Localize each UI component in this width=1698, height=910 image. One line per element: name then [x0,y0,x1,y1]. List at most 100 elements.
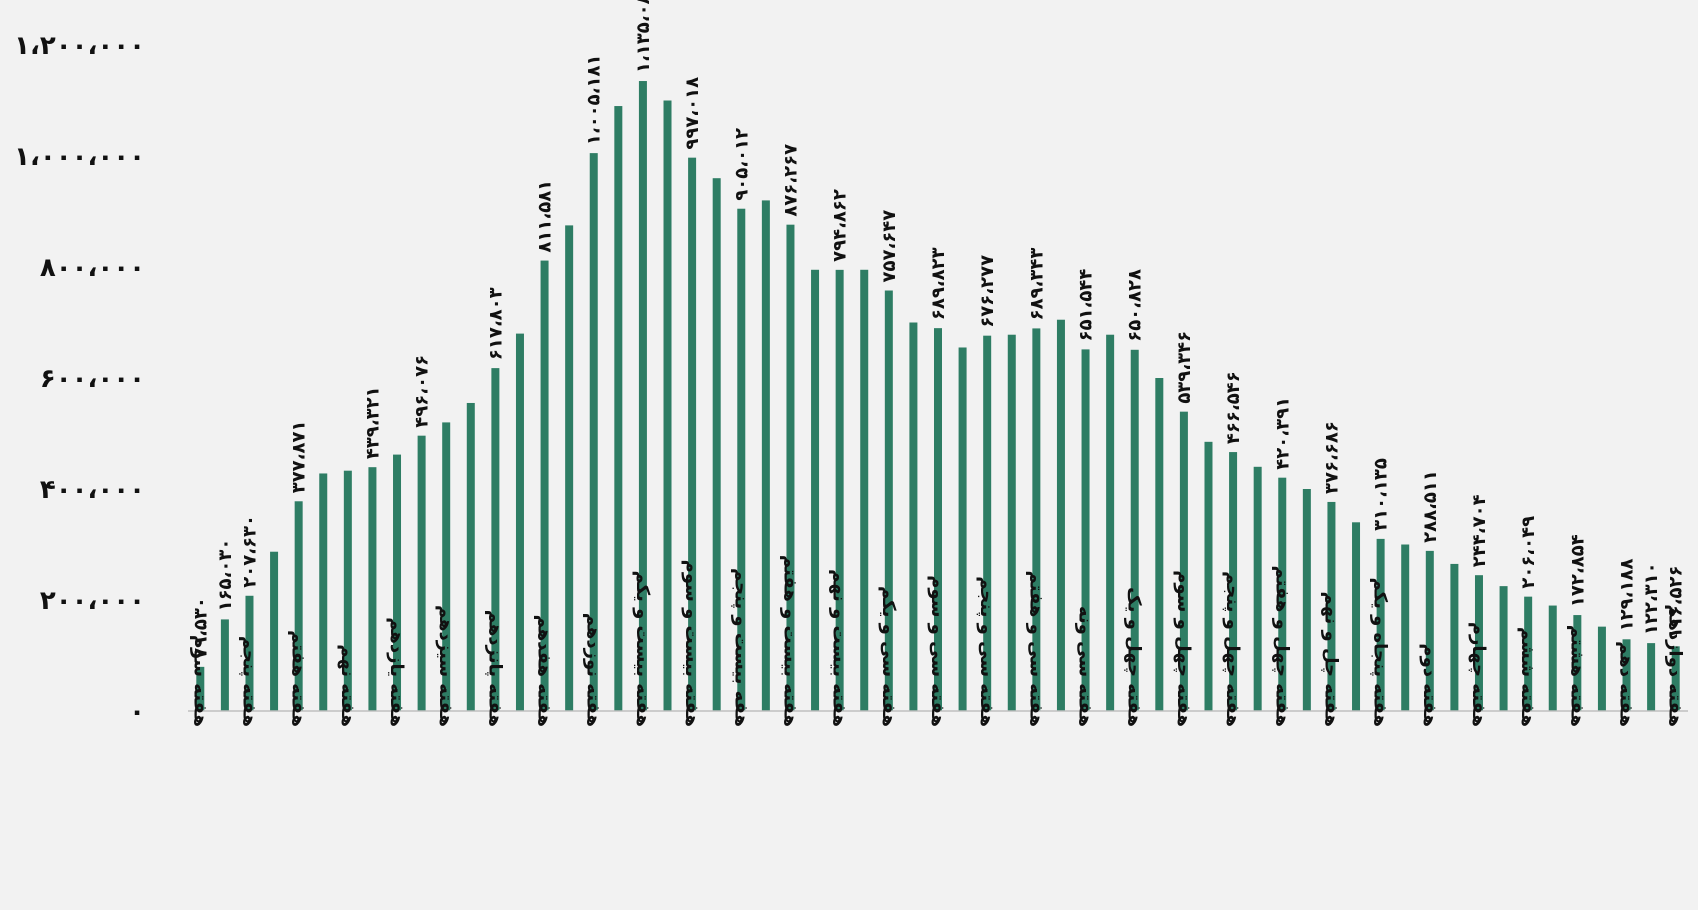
bar [540,260,549,711]
x-tick-label: هفته پنجم [238,636,259,727]
bar [1130,349,1139,711]
data-label: ۵۳۹،۳۴۶ [1174,331,1195,404]
y-tick-label: ۸۰۰،۰۰۰ [40,253,145,283]
bar [565,225,574,712]
x-tick-label: هفته سی ونه [1075,606,1096,727]
bar [1597,626,1606,711]
x-tick-label: هفه بیست و پنجم [730,568,751,727]
data-label: ۶۵۰،۸۲۸ [1125,269,1146,342]
bar [811,269,820,711]
bar [442,422,451,711]
bar-series [196,81,1680,712]
x-tick-label: هفته دوم [1419,643,1440,727]
data-label: ۹۹۷،۰۱۸ [682,77,703,150]
bar [1352,522,1361,711]
bar [220,619,229,711]
data-label: ۸۱۱،۵۸۱ [535,180,556,253]
x-tick-label: هفته پانزدهم [484,610,505,727]
data-label: ۱،۱۳۵،۰۸۳ [633,0,654,73]
data-label: ۱،۰۰۵،۱۸۱ [584,55,605,146]
bar [417,435,426,711]
x-tick-label: هفته سی و هفتم [1025,571,1046,728]
y-tick-label: ۱،۲۰۰،۰۰۰ [14,31,145,61]
data-label: ۴۳۹،۳۲۱ [362,386,383,459]
bar [1474,575,1483,711]
data-label: ۶۵۱،۵۴۴ [1076,269,1097,342]
data-label: ۹۰۵،۰۱۲ [731,128,752,201]
data-label: ۶۱۷،۸۰۳ [485,287,506,360]
x-tick-label: هفته بیست و سوم [681,560,702,727]
bar [1302,489,1311,711]
x-tick-label: هفته دهم [1616,641,1637,727]
bar [835,269,844,711]
bar [1524,596,1533,711]
bar [1032,328,1041,711]
bar [1401,544,1410,711]
data-label: ۷۵۷،۶۴۷ [879,210,900,283]
bar [1179,411,1188,711]
bar [589,153,598,711]
x-tick-label: هفته چهل و یک [1124,587,1145,727]
x-tick-label: هفته سی و یکم [878,586,899,727]
bar [1007,334,1016,711]
data-label: ۳۱۰،۱۳۵ [1371,458,1392,531]
data-label: ۱۷۲،۸۵۴ [1567,534,1588,607]
data-label: ۶۸۹،۳۴۳ [1026,248,1047,321]
bar [1155,378,1164,711]
bar [663,100,672,711]
data-label: ۱۶۵،۰۳۰ [215,539,236,612]
x-tick-label: هفته دوازدهم [1665,604,1686,727]
bar [1548,605,1557,711]
x-tick-label: هفته چهل و سوم [1173,570,1194,727]
x-tick-label: هفته ششم [1517,627,1538,727]
bar [515,333,524,711]
x-tick-label: هفته یازدهم [386,617,407,727]
bar [884,290,893,711]
bar [1425,550,1434,711]
bar [737,208,746,711]
x-tick-label: هفته چهارم [1468,622,1489,727]
bar [466,402,475,711]
bar [270,551,279,711]
x-tick-label: هفته چل و نهم [1320,592,1341,727]
bar [1671,646,1680,711]
data-label: ۸۷۶،۲۶۷ [780,144,801,217]
bar [319,473,328,711]
bar [368,467,377,711]
data-label: ۳۷۷،۸۷۱ [289,421,310,494]
bar [614,106,623,712]
data-label: ۱۲۲،۳۱۰ [1641,562,1662,635]
bar [343,470,352,711]
y-tick-label: ۰ [129,697,145,727]
bar [1499,586,1508,712]
x-tick-label: هفته بیست و نهم [829,569,850,727]
data-label: ۲۴۴،۷۰۴ [1469,494,1490,567]
data-label: ۶۷۶،۲۷۷ [977,255,998,328]
bar [1056,319,1065,711]
data-label: ۱۲۹،۱۸۸ [1617,559,1638,632]
bar [1106,334,1115,711]
x-tick-label: هفته نوزدهم [583,613,604,727]
x-tick-label: هفته بیست و هفتم [779,555,800,727]
y-tick-label: ۴۰۰،۰۰۰ [40,475,145,505]
data-label: ۲۰۷،۶۳۰ [239,515,260,588]
y-tick-label: ۱،۰۰۰،۰۰۰ [14,142,145,172]
bar [1278,477,1287,711]
x-tick-label: هفته بیست و یکم [632,570,653,727]
bar [1327,501,1336,711]
x-tick-label: هفته نهم [337,644,358,727]
bar [196,666,205,711]
x-tick-label: هفته سوم [189,635,210,727]
bar [688,157,697,711]
x-axis: هفته سوم هفته پنجم هفته هفتم هفته نهم هفته ی… [189,555,1685,727]
x-tick-label: هفته پنجاه و یکم [1370,578,1391,728]
bar [1450,563,1459,711]
data-label: ۴۶۶،۵۴۶ [1223,371,1244,444]
bar [638,81,647,711]
bar [909,322,918,711]
x-tick-label: هفته سیزدهم [435,605,456,727]
data-label: ۲۸۸،۵۱۱ [1420,470,1441,543]
bar [294,501,303,711]
